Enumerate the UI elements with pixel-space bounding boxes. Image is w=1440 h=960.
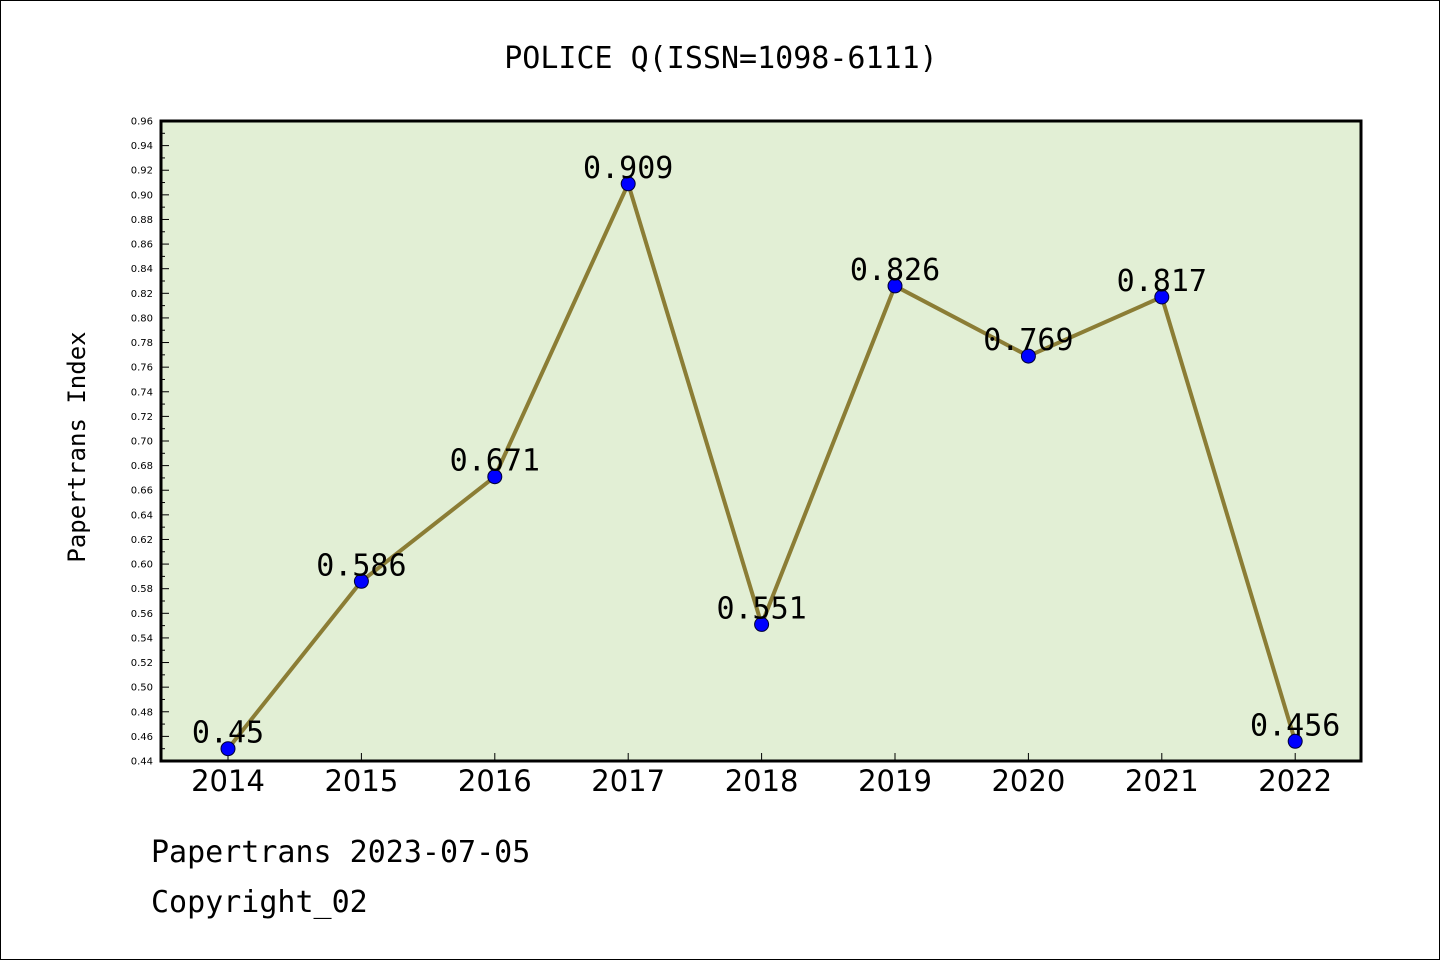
y-tick-label: 0.48	[131, 707, 153, 718]
data-label: 0.551	[716, 591, 806, 626]
y-tick-label: 0.96	[131, 117, 153, 128]
x-tick-label: 2015	[324, 764, 398, 798]
y-tick-label: 0.88	[131, 215, 153, 226]
x-tick-label: 2021	[1125, 764, 1199, 798]
y-tick-label: 0.84	[131, 264, 153, 275]
data-point	[487, 469, 503, 485]
data-point	[620, 176, 636, 192]
data-label: 0.826	[850, 253, 940, 288]
data-label: 0.456	[1250, 708, 1340, 743]
data-point	[1020, 348, 1036, 364]
data-point	[887, 278, 903, 294]
x-tick-label: 2022	[1258, 764, 1332, 798]
y-tick-label: 0.70	[131, 437, 153, 448]
y-axis-label: Papertrans Index	[63, 331, 91, 562]
plot-area	[161, 121, 1361, 761]
y-tick-label: 0.90	[131, 190, 153, 201]
y-tick-label: 0.54	[131, 633, 153, 644]
data-point	[1154, 289, 1170, 305]
y-tick-label: 0.52	[131, 658, 153, 669]
footer-copyright: Copyright_02	[151, 885, 368, 920]
y-tick-label: 0.44	[131, 757, 153, 768]
y-tick-label: 0.80	[131, 313, 153, 324]
x-tick-label: 2018	[725, 764, 799, 798]
data-point	[353, 573, 369, 589]
data-label: 0.45	[192, 716, 264, 751]
y-tick-label: 0.66	[131, 486, 153, 497]
y-tick-label: 0.46	[131, 732, 153, 743]
x-tick-label: 2017	[591, 764, 665, 798]
y-tick-label: 0.82	[131, 289, 153, 300]
y-tick-label: 0.94	[131, 141, 153, 152]
y-tick-label: 0.62	[131, 535, 153, 546]
data-series: 0.45 0.586 0.671 0.909 0.551 0.826 0.769 0.817 0…	[192, 151, 1340, 757]
x-tick-label: 2016	[458, 764, 532, 798]
y-tick-label: 0.86	[131, 240, 153, 251]
y-tick-label: 0.78	[131, 338, 153, 349]
y-tick-label: 0.92	[131, 166, 153, 177]
data-label: 0.909	[583, 151, 673, 186]
y-tick-label: 0.50	[131, 683, 153, 694]
plot-border	[159, 119, 1363, 763]
x-tick-label: 2014	[191, 764, 265, 798]
y-tick-label: 0.64	[131, 510, 153, 521]
y-tick-label: 0.68	[131, 461, 153, 472]
x-tick-label: 2020	[991, 764, 1065, 798]
data-label: 0.671	[450, 444, 540, 479]
chart-title: POLICE Q(ISSN=1098-6111)	[504, 41, 937, 76]
data-label: 0.769	[983, 323, 1073, 358]
data-point	[220, 741, 236, 757]
data-point	[754, 616, 770, 632]
y-tick-label: 0.58	[131, 584, 153, 595]
y-tick-label: 0.72	[131, 412, 153, 423]
y-tick-label: 0.60	[131, 560, 153, 571]
y-tick-label: 0.74	[131, 387, 153, 398]
data-label: 0.817	[1117, 264, 1207, 299]
y-tick-label: 0.56	[131, 609, 153, 620]
x-tick-label: 2019	[858, 764, 932, 798]
data-label: 0.586	[316, 548, 406, 583]
footer-date: Papertrans 2023-07-05	[151, 835, 531, 870]
axis-ticks: 0.44 0.46 0.48 0.50 0.52 0.54 0.56 0.58 0.60 0.62…	[131, 117, 1332, 799]
data-point	[1287, 733, 1303, 749]
y-tick-label: 0.76	[131, 363, 153, 374]
